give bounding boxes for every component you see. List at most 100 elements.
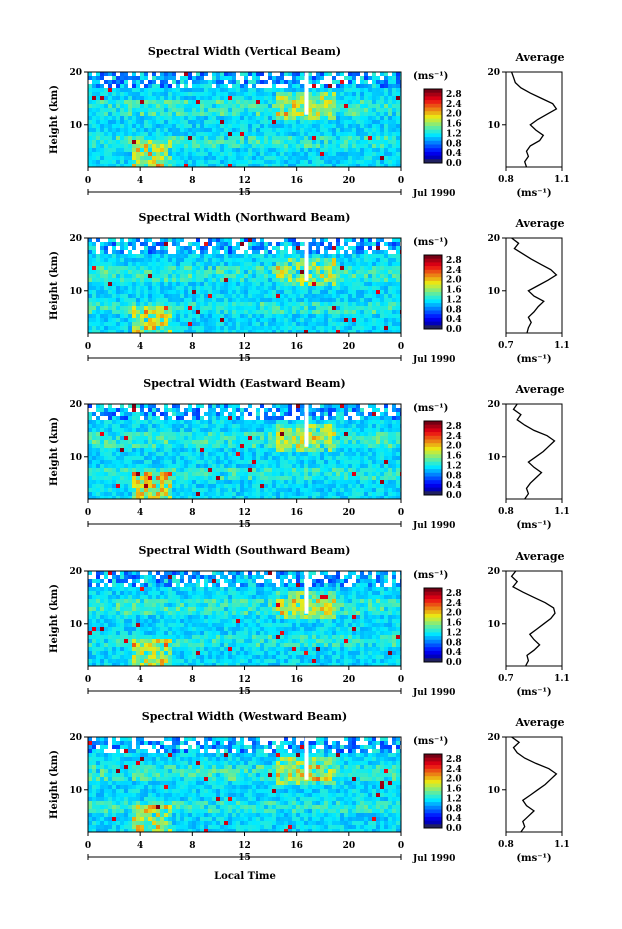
- colorbar-swatch: [424, 787, 442, 792]
- month-label: Jul 1990: [412, 355, 455, 365]
- colorbar-swatch: [424, 757, 442, 762]
- colorbar-swatch: [424, 772, 442, 777]
- x-tick-label: 4: [137, 508, 143, 518]
- x-tick-label: 12: [238, 342, 251, 352]
- y-tick-label: 10: [69, 121, 82, 131]
- colorbar-swatch: [424, 269, 442, 274]
- colorbar-tick-label: 0.8: [446, 139, 462, 149]
- x-tick-label: 0: [398, 342, 404, 352]
- average-profile-line: [511, 736, 558, 833]
- colorbar-swatch: [424, 255, 442, 260]
- beam-panel: Spectral Width (Westward Beam) Height (km…: [49, 710, 570, 864]
- colorbar-tick-label: 2.4: [446, 266, 462, 276]
- average-title: Average: [514, 550, 564, 563]
- average-y-tick-label: 10: [487, 620, 500, 630]
- colorbar-swatch: [424, 813, 442, 818]
- average-frame: [505, 570, 563, 667]
- average-y-tick-label: 10: [487, 287, 500, 297]
- average-y-tick-label: 10: [487, 453, 500, 463]
- average-title: Average: [514, 217, 564, 230]
- day-label: 15: [238, 520, 251, 530]
- colorbar-tick-label: 1.2: [446, 461, 462, 471]
- colorbar-tick-label: 1.6: [446, 452, 462, 462]
- colorbar-swatch: [424, 89, 442, 94]
- colorbar-unit: (ms⁻¹): [413, 570, 448, 581]
- colorbar-tick-label: 2.0: [446, 442, 462, 452]
- x-tick-label: 16: [290, 176, 303, 186]
- colorbar-swatch: [424, 779, 442, 785]
- x-tick-label: 20: [343, 841, 356, 851]
- average-profile-line: [511, 237, 558, 334]
- colorbar-swatch: [424, 107, 442, 112]
- average-title: Average: [514, 716, 564, 729]
- colorbar-tick-label: 0.0: [446, 658, 462, 668]
- colorbar-swatch: [424, 628, 442, 633]
- colorbar-tick-label: 0.0: [446, 325, 462, 335]
- colorbar-swatch: [424, 118, 442, 123]
- colorbar-swatch: [424, 111, 442, 116]
- month-label: Jul 1990: [412, 521, 455, 531]
- colorbar-swatch: [424, 461, 442, 466]
- x-tick-label: 0: [85, 841, 91, 851]
- colorbar-tick-label: 1.2: [446, 129, 462, 139]
- colorbar-swatch: [424, 144, 442, 149]
- colorbar-swatch: [424, 299, 442, 304]
- average-x-tick-label: 0.8: [498, 175, 514, 185]
- colorbar-swatch: [424, 824, 442, 829]
- colorbar-swatch: [424, 277, 442, 282]
- colorbar-swatch: [424, 284, 442, 289]
- colorbar-tick-label: 0.4: [446, 648, 462, 658]
- y-tick-label: 20: [69, 567, 82, 577]
- panel-title: Spectral Width (Northward Beam): [139, 211, 351, 224]
- colorbar-swatch: [424, 588, 442, 593]
- average-y-tick-label: 20: [487, 567, 500, 577]
- colorbar-tick-label: 2.8: [446, 256, 462, 266]
- colorbar-swatch: [424, 266, 442, 271]
- colorbar-tick-label: 2.8: [446, 90, 462, 100]
- colorbar-tick-label: 0.8: [446, 804, 462, 814]
- colorbar-frame: [423, 420, 443, 496]
- x-tick-label: 4: [137, 675, 143, 685]
- colorbar-swatch: [424, 761, 442, 766]
- y-axis-label: Height (km): [49, 584, 60, 653]
- colorbar-swatch: [424, 798, 442, 803]
- y-tick-label: 10: [69, 786, 82, 796]
- colorbar-swatch: [424, 476, 442, 481]
- colorbar-unit: (ms⁻¹): [413, 736, 448, 747]
- colorbar-swatch: [424, 791, 442, 796]
- average-title: Average: [514, 51, 564, 64]
- colorbar-swatch: [424, 292, 442, 297]
- x-tick-label: 12: [238, 675, 251, 685]
- colorbar-tick-label: 1.6: [446, 286, 462, 296]
- colorbar-tick-label: 2.4: [446, 100, 462, 110]
- colorbar-swatch: [424, 424, 442, 429]
- day-label: 15: [238, 188, 251, 198]
- colorbar-tick-label: 0.4: [446, 814, 462, 824]
- average-x-unit: (ms⁻¹): [516, 354, 551, 365]
- colorbar-swatch: [424, 776, 442, 781]
- colorbar-swatch: [424, 639, 442, 644]
- colorbar-unit: (ms⁻¹): [413, 71, 448, 82]
- colorbar-swatch: [424, 809, 442, 814]
- colorbar-swatch: [424, 465, 442, 470]
- average-title: Average: [514, 383, 564, 396]
- colorbar-swatch: [424, 317, 442, 323]
- colorbar-swatch: [424, 650, 442, 656]
- colorbar-swatch: [424, 137, 442, 142]
- colorbar-swatch: [424, 768, 442, 773]
- average-frame: [505, 237, 563, 334]
- colorbar-tick-label: 2.4: [446, 765, 462, 775]
- panel-title: Spectral Width (Westward Beam): [142, 710, 347, 723]
- y-tick-label: 10: [69, 287, 82, 297]
- colorbar-swatch: [424, 621, 442, 626]
- colorbar-swatch: [424, 754, 442, 759]
- y-axis-label: Height (km): [49, 417, 60, 486]
- colorbar-swatch: [424, 458, 442, 463]
- colorbar-swatch: [424, 820, 442, 825]
- x-tick-label: 0: [85, 342, 91, 352]
- colorbar-swatch: [424, 435, 442, 440]
- panel-title: Spectral Width (Vertical Beam): [148, 45, 341, 58]
- average-x-tick-label: 0.8: [498, 840, 514, 850]
- average-x-unit: (ms⁻¹): [516, 687, 551, 698]
